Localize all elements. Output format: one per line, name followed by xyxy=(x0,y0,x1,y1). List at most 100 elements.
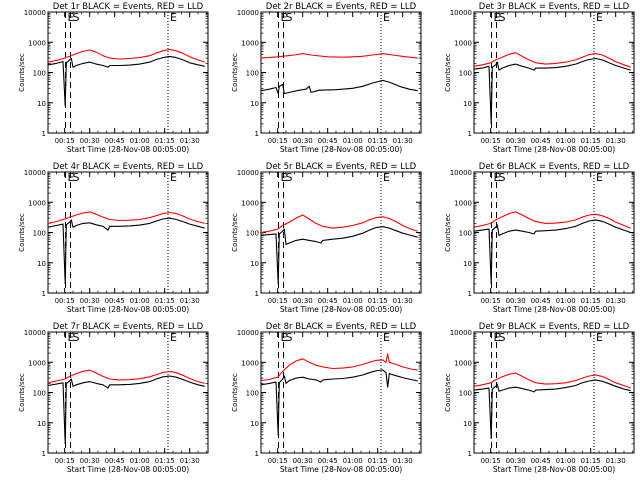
y-tick-label: 1000 xyxy=(28,39,46,47)
chart-panel: Det 3r BLACK = Events, RED = LLD 1 10 100 10… xyxy=(444,2,635,154)
x-tick-label: 01:30 xyxy=(180,457,200,465)
x-tick-label: 00:30 xyxy=(506,137,526,145)
event-marker-label: S xyxy=(286,171,293,184)
y-tick-label: 10 xyxy=(463,100,472,108)
x-tick-label: 01:15 xyxy=(368,137,388,145)
y-tick-label: 100 xyxy=(33,70,46,78)
x-tick-label: 01:15 xyxy=(368,297,388,305)
x-tick-label: 00:15 xyxy=(481,457,501,465)
y-axis-label: Counts/sec xyxy=(444,213,452,252)
y-axis-label: Counts/sec xyxy=(231,53,239,92)
y-tick-label: 10000 xyxy=(237,329,259,337)
x-tick-label: 00:45 xyxy=(318,297,338,305)
x-tick-label: 00:45 xyxy=(105,457,125,465)
y-tick-label: 1000 xyxy=(241,359,259,367)
x-axis-label: Start Time (28-Nov-08 00:05:00) xyxy=(280,145,402,154)
event-marker-label: S xyxy=(499,171,506,184)
x-axis-label: Start Time (28-Nov-08 00:05:00) xyxy=(67,465,189,474)
x-tick-label: 00:15 xyxy=(481,137,501,145)
y-tick-label: 10000 xyxy=(24,169,46,177)
events-series-line xyxy=(260,79,418,95)
lld-series-line xyxy=(260,214,418,234)
x-tick-label: 00:30 xyxy=(80,137,100,145)
event-marker-label: E xyxy=(170,331,177,344)
y-tick-label: 10000 xyxy=(24,9,46,17)
event-marker-label: E xyxy=(170,11,177,24)
event-marker-label: E xyxy=(596,171,603,184)
y-tick-label: 1000 xyxy=(28,359,46,367)
x-tick-label: 00:15 xyxy=(268,137,288,145)
y-tick-label: 1000 xyxy=(241,199,259,207)
y-axis-label: Counts/sec xyxy=(18,373,26,412)
x-tick-label: 00:15 xyxy=(268,297,288,305)
events-series-line xyxy=(47,375,205,445)
x-tick-label: 01:30 xyxy=(606,297,626,305)
x-tick-label: 01:00 xyxy=(130,137,150,145)
x-tick-label: 01:00 xyxy=(556,137,576,145)
events-series-line xyxy=(473,57,631,125)
chart-title: Det 6r BLACK = Events, RED = LLD xyxy=(479,162,630,172)
chart-panel: Det 4r BLACK = Events, RED = LLD 1 10 100 10… xyxy=(18,162,209,314)
y-axis-label: Counts/sec xyxy=(18,213,26,252)
event-marker-label: S xyxy=(499,331,506,344)
event-marker-label: S xyxy=(499,11,506,24)
y-tick-label: 10 xyxy=(463,260,472,268)
y-tick-label: 1000 xyxy=(454,39,472,47)
x-tick-label: 01:30 xyxy=(606,137,626,145)
x-tick-label: 00:30 xyxy=(80,297,100,305)
x-tick-label: 00:45 xyxy=(531,137,551,145)
y-tick-label: 10000 xyxy=(237,169,259,177)
y-tick-label: 1000 xyxy=(454,359,472,367)
chart-panel: Det 8r BLACK = Events, RED = LLD 1 10 100 10… xyxy=(231,322,422,474)
x-tick-label: 01:00 xyxy=(556,297,576,305)
y-tick-label: 1 xyxy=(468,450,472,458)
x-tick-label: 01:15 xyxy=(581,457,601,465)
lld-series-line xyxy=(473,52,631,68)
x-tick-label: 00:15 xyxy=(55,137,75,145)
event-marker-label: E xyxy=(383,171,390,184)
chart-title: Det 2r BLACK = Events, RED = LLD xyxy=(266,2,417,12)
x-tick-label: 00:30 xyxy=(293,137,313,145)
x-tick-label: 01:00 xyxy=(343,137,363,145)
y-tick-label: 100 xyxy=(246,70,259,78)
x-tick-label: 00:30 xyxy=(80,457,100,465)
y-axis-label: Counts/sec xyxy=(18,53,26,92)
x-tick-label: 00:15 xyxy=(268,457,288,465)
lld-series-line xyxy=(47,48,205,63)
lld-series-line xyxy=(260,353,418,382)
event-marker-label: E xyxy=(596,11,603,24)
x-tick-label: 01:15 xyxy=(155,297,175,305)
y-tick-label: 10 xyxy=(250,100,259,108)
chart-title: Det 8r BLACK = Events, RED = LLD xyxy=(266,322,417,332)
y-tick-label: 100 xyxy=(246,390,259,398)
event-marker-label: S xyxy=(73,331,80,344)
y-tick-label: 1000 xyxy=(241,39,259,47)
x-tick-label: 00:30 xyxy=(293,297,313,305)
y-tick-label: 1 xyxy=(255,450,259,458)
x-tick-label: 01:00 xyxy=(556,457,576,465)
x-tick-label: 01:00 xyxy=(343,297,363,305)
y-axis-label: Counts/sec xyxy=(444,53,452,92)
y-axis-label: Counts/sec xyxy=(231,373,239,412)
lld-series-line xyxy=(47,369,205,384)
y-axis-label: Counts/sec xyxy=(231,213,239,252)
event-marker-label: S xyxy=(73,11,80,24)
x-axis-label: Start Time (28-Nov-08 00:05:00) xyxy=(493,305,615,314)
events-series-line xyxy=(47,55,205,107)
y-tick-label: 10000 xyxy=(237,9,259,17)
y-tick-label: 10 xyxy=(37,420,46,428)
x-tick-label: 00:30 xyxy=(293,457,313,465)
chart-title: Det 7r BLACK = Events, RED = LLD xyxy=(53,322,204,332)
y-tick-label: 1 xyxy=(255,130,259,138)
plot-frame xyxy=(260,11,422,134)
x-axis-label: Start Time (28-Nov-08 00:05:00) xyxy=(493,145,615,154)
event-marker-label: E xyxy=(596,331,603,344)
plot-frame xyxy=(260,331,422,454)
events-series-line xyxy=(47,217,205,285)
chart-title: Det 3r BLACK = Events, RED = LLD xyxy=(479,2,630,12)
x-tick-label: 00:45 xyxy=(105,137,125,145)
events-series-line xyxy=(473,379,631,440)
event-marker-label: E xyxy=(383,11,390,24)
event-marker-label: E xyxy=(383,331,390,344)
